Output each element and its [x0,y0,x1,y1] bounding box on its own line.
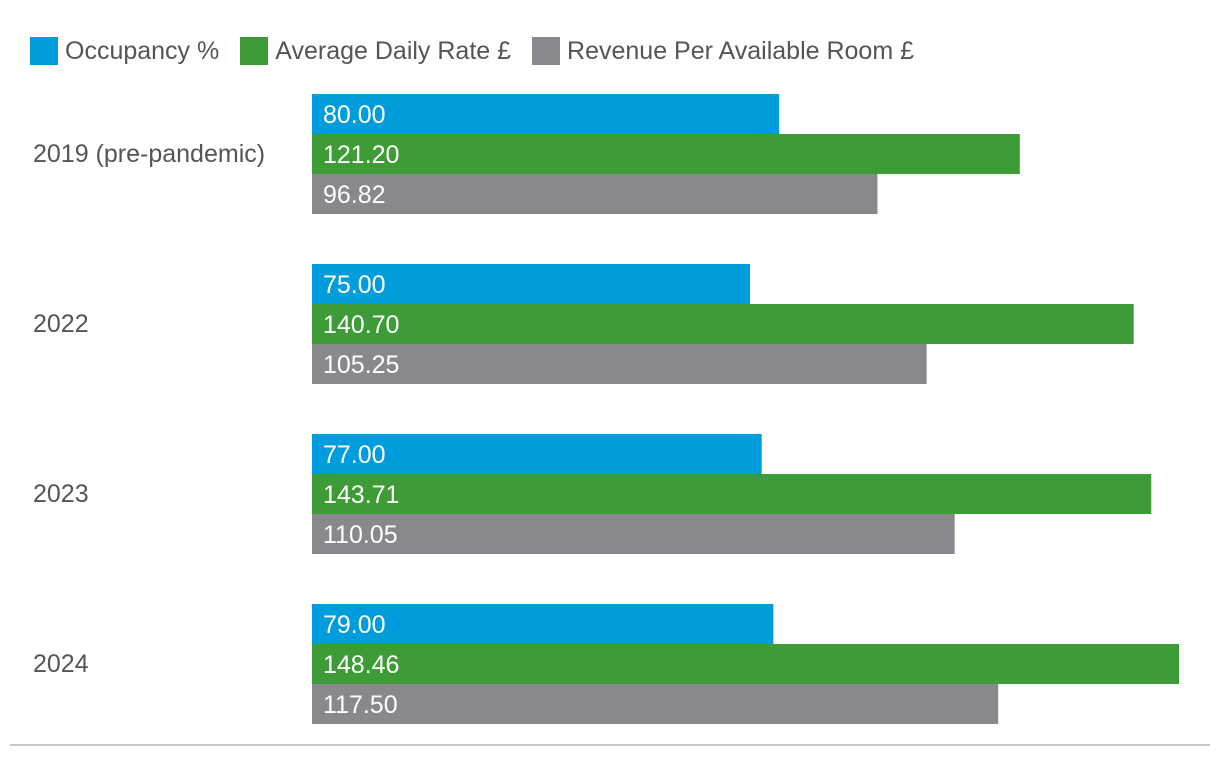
legend-label: Average Daily Rate £ [275,36,512,65]
data-label: 143.71 [323,481,399,509]
legend-item: Average Daily Rate £ [240,37,511,66]
data-label: 80.00 [323,101,386,129]
bar [312,604,774,644]
bar [312,304,1134,344]
legend-swatch [532,37,561,65]
category-label: 2019 (pre-pandemic) [33,140,265,168]
data-label: 140.70 [323,311,399,339]
category-label: 2024 [33,650,89,678]
legend-item: Occupancy % [30,37,219,66]
data-label: 121.20 [323,141,399,169]
data-label: 105.25 [323,351,399,379]
category-label: 2023 [33,480,89,508]
legend-swatch [240,37,269,65]
data-label: 75.00 [323,271,386,299]
legend-label: Revenue Per Available Room £ [567,36,915,65]
bar [312,264,750,304]
bar [312,434,762,474]
data-label: 79.00 [323,611,386,639]
legend-item: Revenue Per Available Room £ [532,37,914,66]
legend: Occupancy % Average Daily Rate £ Revenue P… [30,34,935,68]
data-label: 96.82 [323,181,386,209]
bar [312,684,999,724]
data-label: 148.46 [323,651,399,679]
category-label: 2022 [33,310,89,338]
legend-swatch [30,37,58,65]
data-label: 117.50 [323,691,398,719]
bar [312,514,955,554]
legend-label: Occupancy % [65,36,220,65]
bar [312,474,1152,514]
data-label: 77.00 [323,441,386,469]
bar [312,644,1180,684]
bar [312,94,780,134]
bar [312,344,927,384]
bar [312,174,878,214]
data-label: 110.05 [323,521,398,549]
bar [312,134,1020,174]
chart-baseline [10,744,1210,746]
